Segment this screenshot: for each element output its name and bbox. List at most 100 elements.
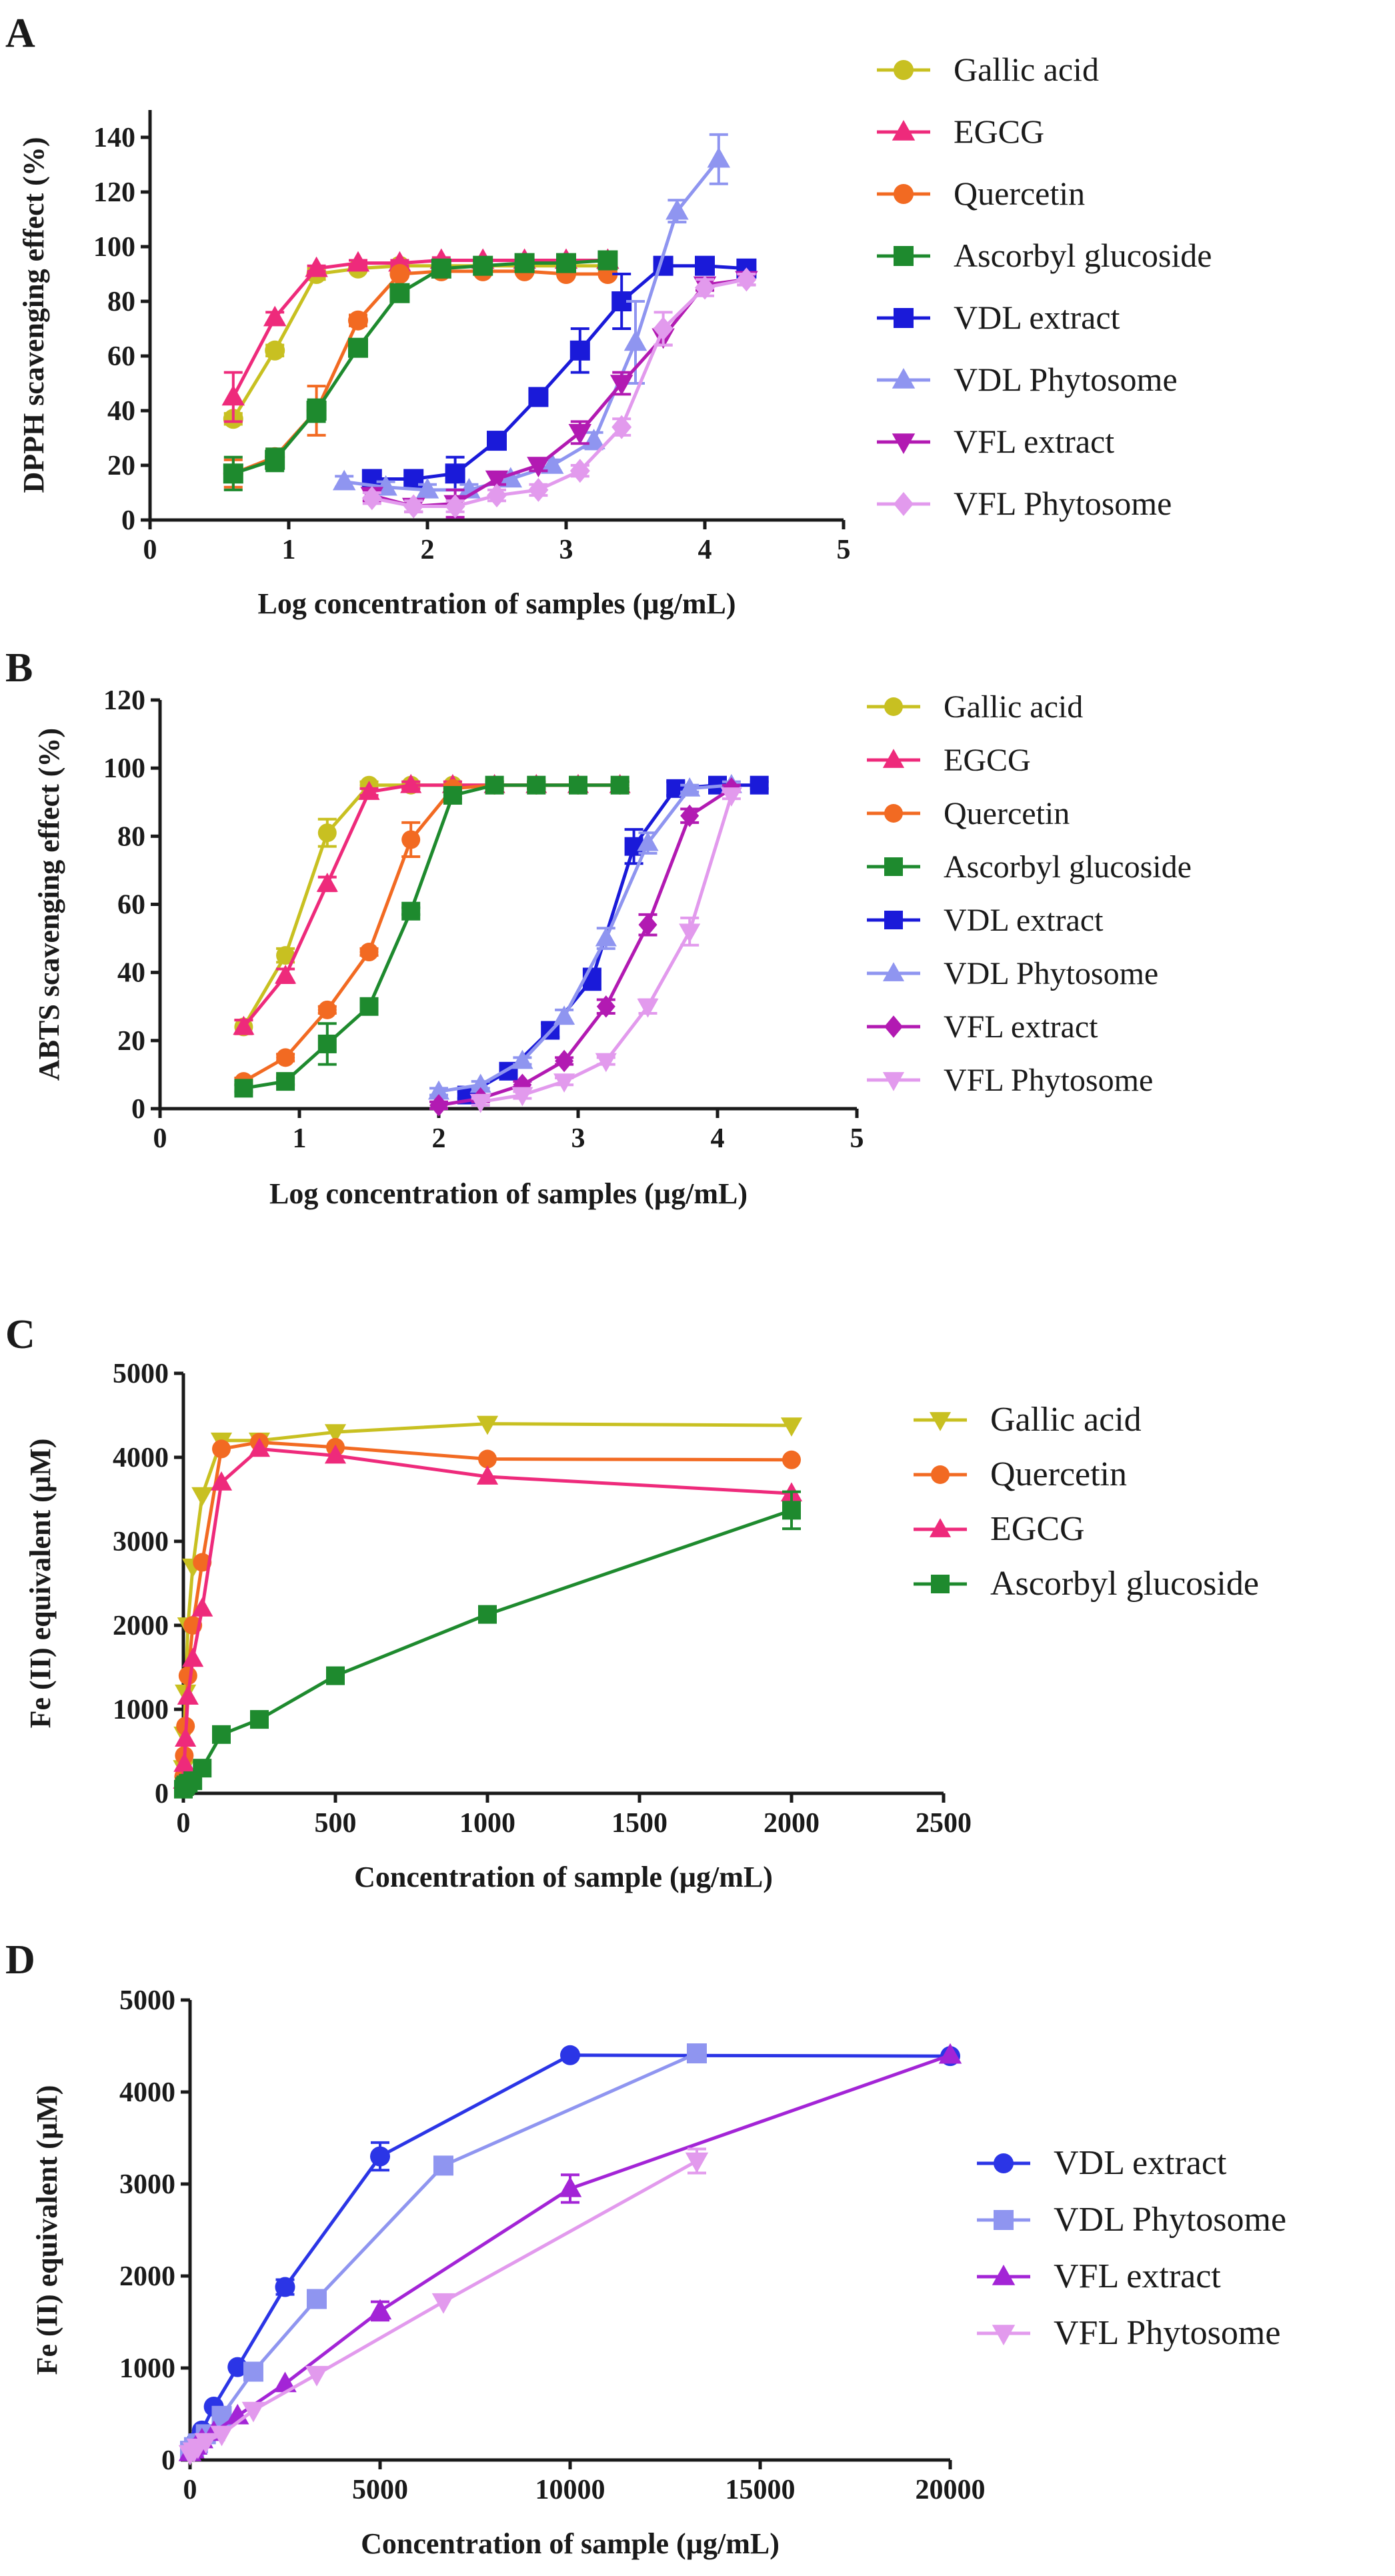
panel-d: D 0 1000 2000 3000 4000 5000 0 5000 10000 15000 200… — [5, 1937, 1286, 2560]
data-point — [476, 1415, 499, 1435]
data-point — [177, 1685, 199, 1705]
legend-label: VDL Phytosome — [944, 956, 1158, 991]
data-point — [553, 1073, 575, 1093]
data-point — [210, 1471, 233, 1491]
data-point — [782, 1450, 801, 1469]
legend-marker — [894, 60, 914, 80]
y-axis-title: ABTS scavenging effect (%) — [33, 728, 65, 1081]
legend-marker — [931, 1465, 950, 1484]
data-point — [173, 1753, 195, 1772]
data-point — [637, 831, 659, 851]
y-tick-label: 0 — [155, 1779, 169, 1809]
y-tick-label: 140 — [93, 123, 135, 153]
x-tick-label: 2 — [421, 535, 435, 565]
y-tick-label: 3000 — [119, 2169, 175, 2200]
y-tick-label: 20 — [117, 1026, 145, 1057]
legend-item: EGCG — [877, 113, 1044, 150]
x-tick-label: 4 — [711, 1123, 725, 1154]
panel-letter: A — [5, 11, 35, 56]
data-point — [555, 1049, 574, 1073]
data-point — [210, 2425, 233, 2447]
legend-item: Gallic acid — [867, 689, 1083, 725]
data-point — [317, 1000, 337, 1019]
series-line — [242, 783, 620, 1028]
data-point — [389, 264, 410, 284]
data-point — [511, 1087, 533, 1107]
data-point — [445, 494, 465, 519]
series-line — [181, 1509, 792, 1790]
data-point — [233, 1015, 255, 1035]
legend-label: VFL extract — [954, 423, 1114, 460]
y-tick-label: 80 — [107, 287, 135, 317]
data-point — [212, 1725, 231, 1744]
data-point — [686, 2043, 707, 2064]
legend-marker — [894, 184, 914, 204]
legend-marker — [992, 2265, 1016, 2285]
legend-marker — [882, 1072, 905, 1091]
data-point — [609, 375, 633, 395]
panel-letter: C — [5, 1312, 35, 1357]
data-point — [445, 463, 465, 484]
data-point — [370, 2146, 390, 2167]
legend-label: VFL extract — [944, 1009, 1098, 1045]
data-point — [348, 310, 368, 331]
legend-marker — [929, 1518, 952, 1537]
data-point — [275, 964, 297, 984]
data-point — [182, 1647, 204, 1667]
legend-marker — [884, 697, 903, 716]
data-point — [276, 946, 295, 965]
legend-item: VFL extract — [977, 2257, 1221, 2295]
y-tick-label: 0 — [161, 2445, 175, 2476]
data-point — [221, 385, 245, 406]
data-point — [317, 823, 337, 843]
data-point — [359, 943, 379, 962]
legend-label: VDL Phytosome — [954, 361, 1178, 398]
data-point — [476, 1465, 499, 1485]
data-point — [595, 927, 617, 947]
data-point — [514, 253, 535, 273]
x-axis-title: Concentration of sample (µg/mL) — [361, 2527, 780, 2560]
data-point — [324, 1424, 347, 1443]
series-line — [231, 259, 608, 398]
data-point — [527, 775, 546, 795]
legend-marker — [894, 492, 914, 516]
y-tick-label: 100 — [93, 232, 135, 263]
y-tick-label: 0 — [131, 1094, 145, 1125]
legend-label: VFL Phytosome — [954, 485, 1172, 522]
legend-item: VDL extract — [867, 903, 1104, 938]
y-tick-label: 120 — [103, 685, 145, 716]
data-point — [595, 1053, 617, 1073]
data-point — [403, 494, 424, 519]
y-tick-label: 1000 — [113, 1695, 169, 1725]
y-axis-title: Fe (II) equivalent (µM) — [24, 1439, 57, 1729]
x-tick-label: 0 — [153, 1123, 167, 1154]
data-point — [528, 387, 549, 407]
data-point — [368, 2299, 392, 2320]
data-point — [194, 2433, 217, 2454]
series-line — [188, 2053, 951, 2452]
data-point — [401, 830, 421, 849]
data-point — [227, 2357, 248, 2377]
series-vdl-phytosome — [180, 2043, 707, 2461]
x-tick-label: 0 — [177, 1808, 191, 1839]
legend-item: EGCG — [867, 743, 1031, 778]
legend-item: Ascorbyl glucoside — [914, 1565, 1259, 1603]
data-point — [306, 401, 327, 421]
series-line — [243, 783, 620, 1083]
legend-label: Ascorbyl glucoside — [954, 237, 1212, 274]
data-point — [361, 486, 382, 511]
data-point — [389, 283, 410, 303]
y-tick-label: 4000 — [113, 1443, 169, 1473]
series-line — [231, 264, 608, 420]
data-point — [223, 463, 243, 484]
data-point — [527, 457, 550, 477]
legend-label: VFL extract — [1054, 2257, 1221, 2295]
panel-b: B 0 20 40 60 80 100 120 0 1 2 3 4 5 Log concentration … — [5, 645, 1192, 1210]
data-point — [401, 901, 421, 921]
y-tick-label: 4000 — [119, 2077, 175, 2108]
data-point — [695, 255, 715, 276]
data-point — [653, 317, 673, 341]
data-point — [478, 1605, 497, 1624]
data-point — [469, 1073, 491, 1093]
